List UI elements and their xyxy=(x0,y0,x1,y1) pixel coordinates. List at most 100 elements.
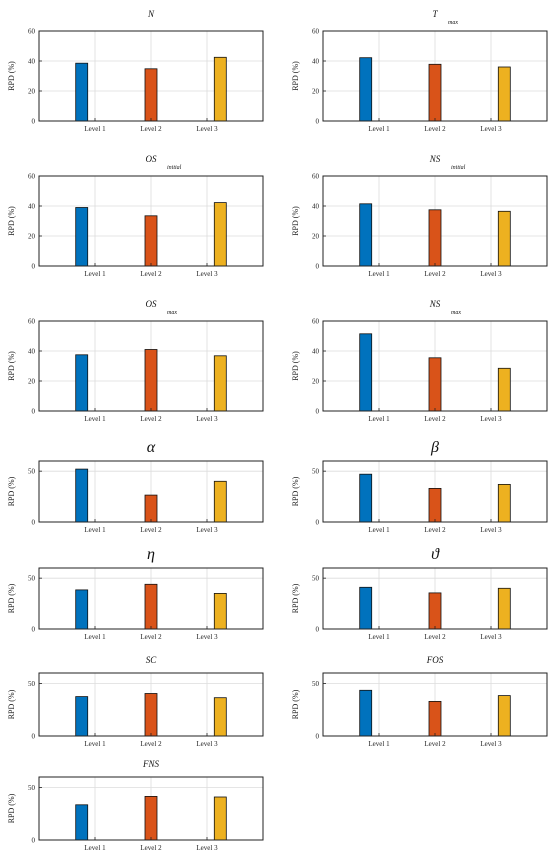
bar xyxy=(497,483,511,523)
x-tick-label: Level 1 xyxy=(84,125,106,133)
y-tick-label: 60 xyxy=(28,318,36,326)
chart-panel: 0 50 Level 1 Level 2 Level 3 RPD (%) FOS xyxy=(291,655,548,748)
y-tick-label: 40 xyxy=(28,348,36,356)
x-tick-label: Level 3 xyxy=(196,526,218,534)
chart-title: SC xyxy=(146,655,158,665)
x-tick-label: Level 1 xyxy=(368,740,390,748)
y-tick-label: 0 xyxy=(32,118,36,126)
y-axis-label: RPD (%) xyxy=(291,476,300,506)
y-tick-label: 20 xyxy=(312,88,320,96)
y-tick-label: 40 xyxy=(312,348,320,356)
chart-title: NS xyxy=(429,299,441,309)
bar xyxy=(144,693,158,737)
bar xyxy=(75,696,89,737)
chart-title-subscript: max xyxy=(167,310,177,316)
bar xyxy=(359,473,373,523)
y-axis-label: RPD (%) xyxy=(7,351,16,381)
x-tick-label: Level 2 xyxy=(424,633,446,641)
y-tick-label: 40 xyxy=(312,58,320,66)
bar xyxy=(144,494,158,523)
bar xyxy=(359,57,373,122)
y-tick-label: 20 xyxy=(312,233,320,241)
x-tick-label: Level 3 xyxy=(196,633,218,641)
bar xyxy=(75,207,89,267)
x-tick-label: Level 3 xyxy=(196,415,218,423)
y-tick-label: 40 xyxy=(312,203,320,211)
chart-title: α xyxy=(147,439,156,456)
x-tick-label: Level 2 xyxy=(140,415,162,423)
y-tick-label: 60 xyxy=(312,173,320,181)
chart-panel: 0 20 40 60 Level 1 Level 2 Level 3 RPD (%) N xyxy=(7,9,264,133)
y-axis-label: RPD (%) xyxy=(291,351,300,381)
chart-panel: 0 50 Level 1 Level 2 Level 3 RPD (%) η xyxy=(7,546,264,641)
x-tick-label: Level 2 xyxy=(140,125,162,133)
bar xyxy=(213,697,227,737)
y-tick-label: 40 xyxy=(28,203,36,211)
x-tick-label: Level 1 xyxy=(84,415,106,423)
y-tick-label: 50 xyxy=(312,680,320,688)
y-tick-label: 0 xyxy=(316,408,320,416)
y-tick-label: 20 xyxy=(28,88,36,96)
bar xyxy=(213,202,227,267)
bar xyxy=(359,203,373,267)
bar xyxy=(144,68,158,122)
chart-title: NS xyxy=(429,154,441,164)
bar xyxy=(144,796,158,841)
bar xyxy=(428,592,442,630)
y-tick-label: 0 xyxy=(316,626,320,634)
bar xyxy=(213,796,227,841)
bar xyxy=(359,333,373,412)
bar xyxy=(497,695,511,737)
x-tick-label: Level 3 xyxy=(480,633,502,641)
y-tick-label: 20 xyxy=(312,378,320,386)
x-tick-label: Level 1 xyxy=(368,633,390,641)
bar xyxy=(144,583,158,630)
x-tick-label: Level 1 xyxy=(368,415,390,423)
chart-panel: 0 20 40 60 Level 1 Level 2 Level 3 RPD (%) NS max xyxy=(291,299,548,423)
bar xyxy=(497,66,511,122)
chart-title-subscript: max xyxy=(451,310,461,316)
y-tick-label: 60 xyxy=(28,28,36,36)
chart-title-subscript: initial xyxy=(451,165,466,171)
x-tick-label: Level 1 xyxy=(84,526,106,534)
chart-panel: 0 20 40 60 Level 1 Level 2 Level 3 RPD (%) OS max xyxy=(7,299,264,423)
y-axis-label: RPD (%) xyxy=(7,583,16,613)
x-tick-label: Level 3 xyxy=(196,125,218,133)
x-tick-label: Level 1 xyxy=(368,270,390,278)
bar xyxy=(75,62,89,122)
x-tick-label: Level 1 xyxy=(84,844,106,852)
y-axis-label: RPD (%) xyxy=(7,689,16,719)
chart-panel: 0 50 Level 1 Level 2 Level 3 RPD (%) SC xyxy=(7,655,264,748)
y-tick-label: 50 xyxy=(28,468,36,476)
y-axis-label: RPD (%) xyxy=(291,583,300,613)
bar xyxy=(144,349,158,412)
bar xyxy=(359,689,373,737)
chart-title: N xyxy=(147,9,155,19)
chart-panel: 0 20 40 60 Level 1 Level 2 Level 3 RPD (%) OS ini… xyxy=(7,154,264,278)
chart-title: FNS xyxy=(142,759,160,769)
chart-title: FOS xyxy=(426,655,444,665)
x-tick-label: Level 1 xyxy=(368,526,390,534)
bar xyxy=(428,701,442,737)
y-tick-label: 0 xyxy=(32,263,36,271)
x-tick-label: Level 1 xyxy=(84,740,106,748)
x-tick-label: Level 1 xyxy=(368,125,390,133)
y-tick-label: 50 xyxy=(312,468,320,476)
bar xyxy=(213,355,227,412)
bar xyxy=(428,487,442,523)
bar xyxy=(75,354,89,412)
chart-title: η xyxy=(147,546,155,563)
chart-title-subscript: initial xyxy=(167,165,182,171)
chart-panel: 0 50 Level 1 Level 2 Level 3 RPD (%) FNS xyxy=(7,759,264,852)
y-tick-label: 50 xyxy=(28,784,36,792)
chart-panel: 0 50 Level 1 Level 2 Level 3 RPD (%) α xyxy=(7,439,264,534)
x-tick-label: Level 1 xyxy=(84,633,106,641)
y-axis-label: RPD (%) xyxy=(291,206,300,236)
bar xyxy=(428,357,442,412)
y-tick-label: 20 xyxy=(28,378,36,386)
y-tick-label: 0 xyxy=(32,519,36,527)
y-tick-label: 0 xyxy=(32,408,36,416)
bar xyxy=(213,480,227,523)
y-tick-label: 0 xyxy=(316,118,320,126)
